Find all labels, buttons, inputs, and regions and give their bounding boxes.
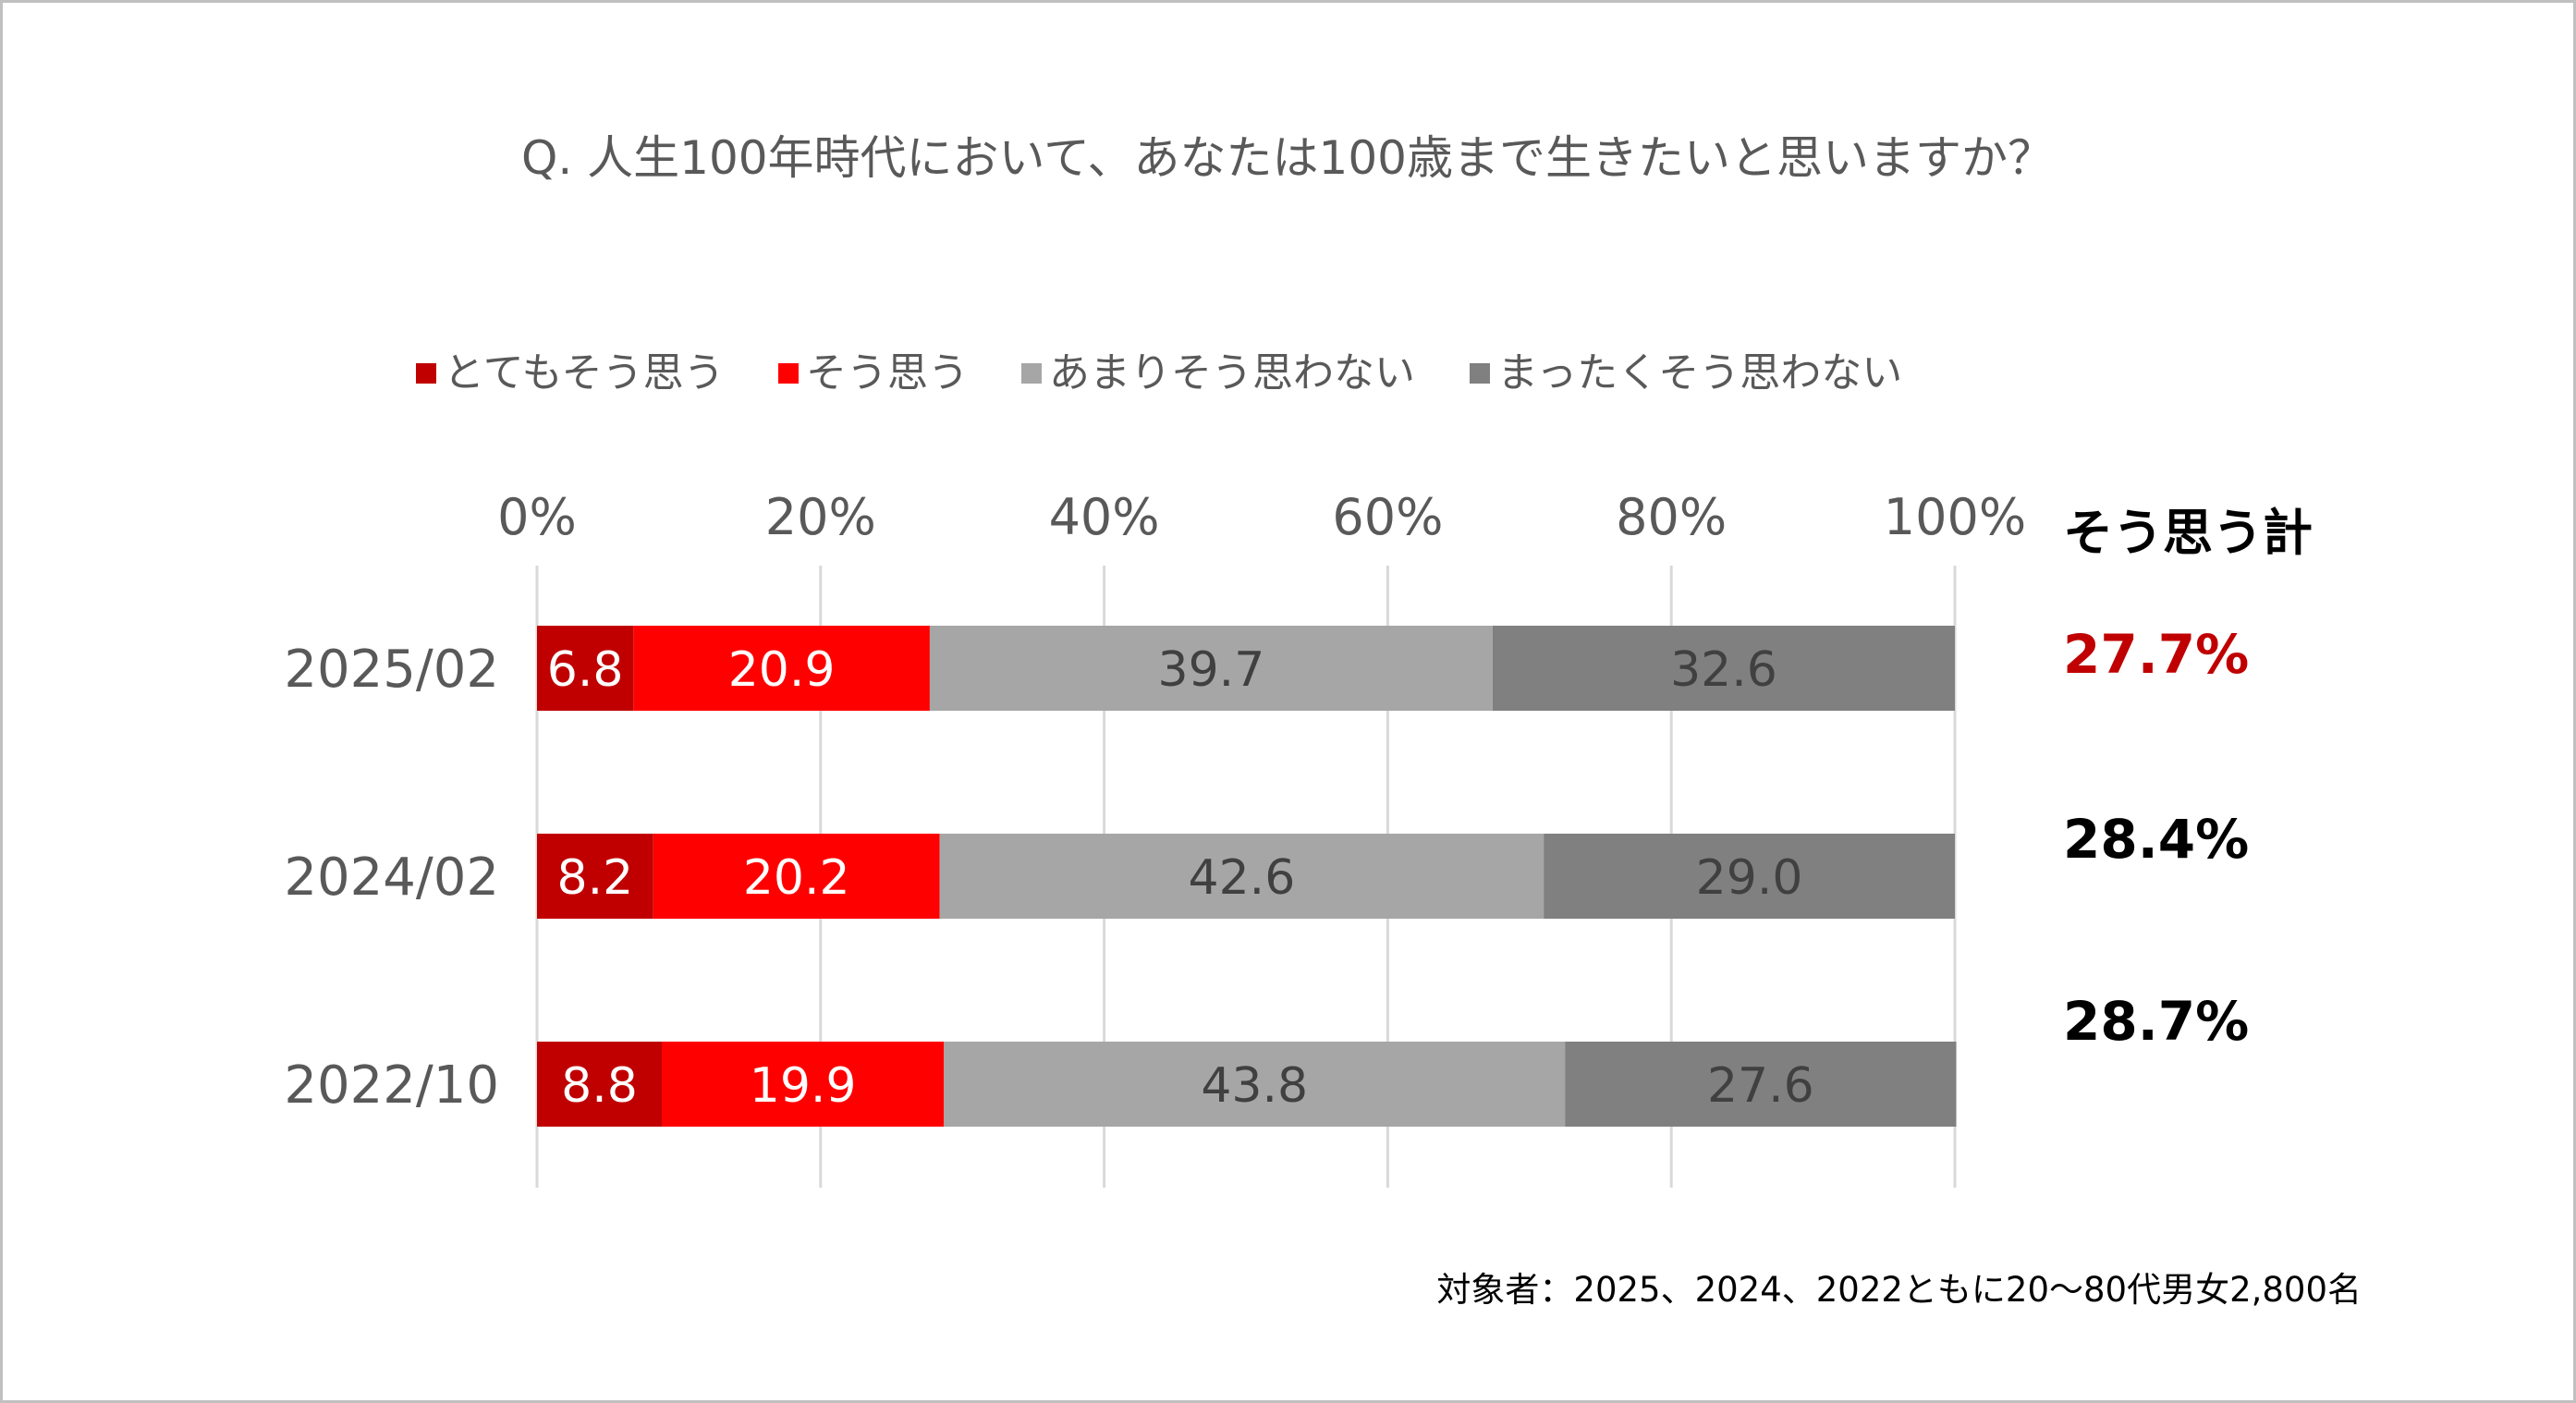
bar-segment bbox=[661, 1042, 945, 1127]
total-value: 28.7% bbox=[2063, 990, 2249, 1053]
bar-segment bbox=[537, 626, 634, 711]
bar-segment bbox=[929, 626, 1493, 711]
x-tick-label: 100% bbox=[1884, 488, 2026, 546]
legend-label: あまりそう思わない bbox=[1049, 349, 1415, 396]
data-label: 6.8 bbox=[547, 642, 624, 698]
x-tick-label: 60% bbox=[1332, 488, 1443, 546]
data-label: 32.6 bbox=[1670, 642, 1777, 698]
data-label: 8.2 bbox=[557, 850, 634, 906]
x-axis-ticks: 0% 20% 40% 60% 80% 100% bbox=[497, 488, 2026, 546]
legend-swatch bbox=[1021, 363, 1042, 384]
bar-segment bbox=[537, 834, 653, 919]
bar-segment bbox=[633, 626, 930, 711]
bar-segment bbox=[1492, 626, 1955, 711]
bar-segment bbox=[653, 834, 940, 919]
x-tick-label: 20% bbox=[765, 488, 876, 546]
bar-segment bbox=[944, 1042, 1566, 1127]
totals-header: そう思う計 bbox=[2063, 504, 2313, 562]
data-label: 42.6 bbox=[1189, 850, 1296, 906]
x-tick-label: 40% bbox=[1049, 488, 1160, 546]
bars: 6.8 20.9 39.7 32.6 8.2 20.2 42.6 29.0 8.8 19.9 43.… bbox=[537, 626, 1957, 1127]
totals-column: 27.7% 28.4% 28.7% bbox=[2063, 623, 2249, 1053]
legend-swatch bbox=[778, 363, 799, 384]
legend: とてもそう思う そう思う あまりそう思わない まったくそう思わない bbox=[416, 349, 1902, 396]
legend-swatch bbox=[1470, 363, 1490, 384]
total-value: 27.7% bbox=[2063, 623, 2249, 686]
category-label: 2024/02 bbox=[284, 848, 499, 908]
legend-label: まったくそう思わない bbox=[1497, 349, 1902, 396]
data-label: 20.2 bbox=[743, 850, 850, 906]
data-label: 43.8 bbox=[1201, 1058, 1308, 1114]
category-label: 2022/10 bbox=[284, 1055, 499, 1116]
x-tick-label: 80% bbox=[1616, 488, 1727, 546]
bar-segment bbox=[1565, 1042, 1957, 1127]
x-tick-label: 0% bbox=[497, 488, 577, 546]
data-label: 20.9 bbox=[728, 642, 836, 698]
bar-segment bbox=[537, 1042, 662, 1127]
legend-label: とてもそう思う bbox=[444, 349, 725, 396]
footnote: 対象者：2025、2024、2022ともに20～80代男女2,800名 bbox=[1436, 1270, 2362, 1310]
bar-segment bbox=[939, 834, 1544, 919]
bar-segment bbox=[1544, 834, 1955, 919]
category-label: 2025/02 bbox=[284, 640, 499, 700]
data-label: 27.6 bbox=[1707, 1058, 1814, 1114]
total-value: 28.4% bbox=[2063, 808, 2249, 871]
data-label: 19.9 bbox=[750, 1058, 857, 1114]
category-labels: 2025/02 2024/02 2022/10 bbox=[284, 640, 499, 1116]
chart-title: Q. 人生100年時代において、あなたは100歳まで生きたいと思いますか？ bbox=[521, 131, 2054, 185]
legend-label: そう思う bbox=[806, 349, 969, 396]
data-label: 8.8 bbox=[561, 1058, 638, 1114]
data-label: 29.0 bbox=[1696, 850, 1803, 906]
data-label: 39.7 bbox=[1158, 642, 1265, 698]
legend-swatch bbox=[416, 363, 436, 384]
